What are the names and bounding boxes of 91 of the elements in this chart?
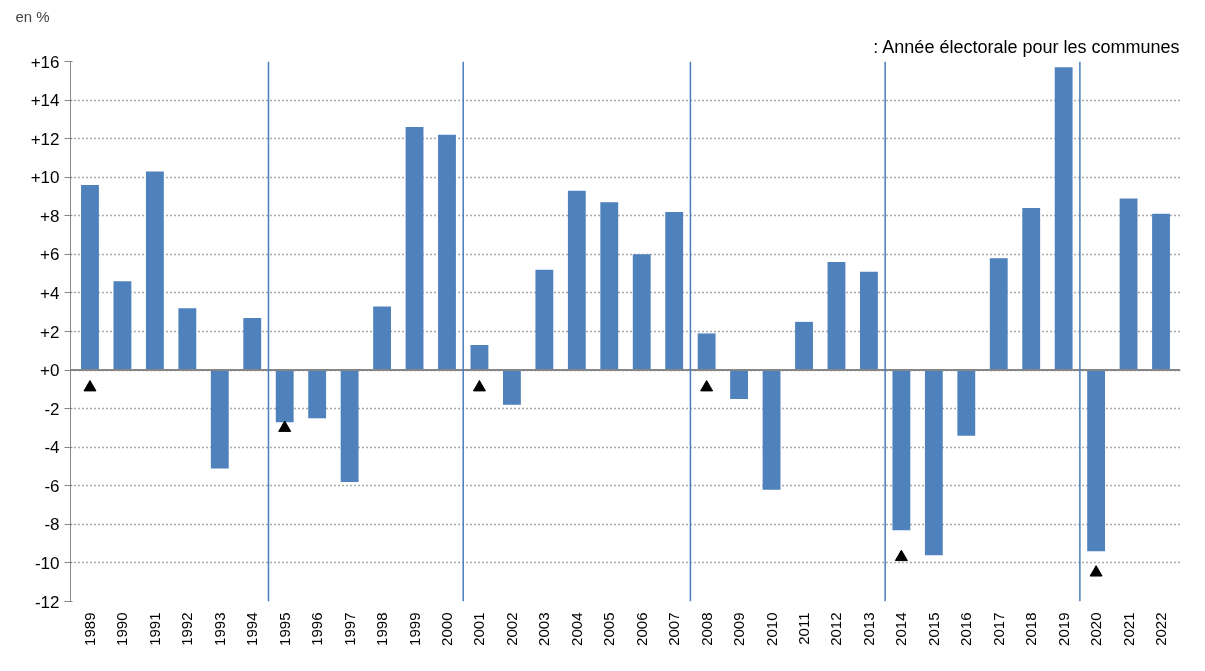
point [1089,565,1103,577]
x-tick-label: 2018 [1022,612,1040,646]
y-tick-label: +0 [40,361,60,381]
bar [632,254,651,371]
y-tick-label: +2 [40,322,60,342]
bar [730,370,749,399]
bar [243,318,262,371]
x-tick-label: 2008 [697,612,715,646]
bar [438,134,456,371]
bar [373,306,391,371]
x-tick-label: 2005 [600,612,618,646]
bar [827,262,846,371]
bar [178,308,197,371]
bar [957,370,976,436]
point [83,380,97,392]
x-tick-label: 2021 [1119,612,1137,646]
bar [924,370,943,556]
y-tick-label: +8 [40,206,60,226]
x-tick-label: 2022 [1152,612,1170,646]
x-tick-label: 1994 [243,612,261,646]
y-tick-label: +6 [40,245,60,265]
bar [405,127,424,371]
x-tick-label: 1995 [275,612,293,646]
x-tick-label: 1990 [113,612,131,646]
y-tick-label: +14 [30,91,60,111]
bar [145,171,164,371]
point [894,549,908,562]
point [700,380,714,392]
x-tick-label: 2003 [535,612,553,646]
x-tick-label: 2000 [437,612,455,646]
bar [210,370,229,469]
bar [535,269,554,371]
x-tick-label: 2011 [795,612,813,645]
bar [1087,370,1106,552]
bar [892,370,911,531]
y-tick-label: -10 [34,553,60,573]
y-tick-label: -4 [44,438,60,458]
x-tick-label: 2015 [924,612,942,646]
bar [340,370,359,482]
x-tick-label: 1999 [405,612,423,646]
bar [989,258,1008,371]
bar [697,333,716,371]
text: en % [15,7,50,25]
bar [762,370,781,490]
y-tick-label: -12 [34,592,60,612]
x-tick-label: 2007 [665,612,683,646]
x-tick-label: 1996 [308,612,326,646]
bar [470,345,489,371]
bar [1152,213,1170,371]
bar [81,184,99,371]
bar [600,202,619,371]
y-tick-label: -6 [44,476,60,496]
x-tick-label: 2020 [1087,612,1105,646]
y-tick-label: +12 [30,129,60,149]
bar [860,271,878,371]
x-tick-label: 2012 [827,612,845,646]
point [472,380,486,392]
bar [502,370,521,405]
x-tick-label: 2017 [989,612,1007,646]
x-tick-label: 1992 [178,612,196,646]
bar [1119,198,1138,371]
x-tick-label: 2019 [1054,612,1072,646]
x-tick-label: 1991 [145,612,163,646]
x-tick-label: 2004 [567,612,585,646]
text: : Année électorale pour les communes [873,36,1180,57]
x-tick-label: 1997 [340,612,358,646]
x-tick-label: 2016 [957,612,975,646]
x-tick-label: 2014 [892,612,910,646]
x-tick-label: 2001 [470,612,488,646]
bar [1022,208,1041,371]
bar [275,370,294,423]
y-tick-label: -8 [44,515,60,535]
y-tick-label: +10 [30,168,60,188]
x-tick-label: 2010 [762,612,780,646]
bar [308,370,327,419]
bar [665,211,684,371]
x-tick-label: 2013 [859,612,877,646]
y-tick-label: +4 [40,283,60,303]
y-tick-label: -2 [44,399,60,419]
x-tick-label: 2009 [730,612,748,646]
bar [795,321,813,371]
x-tick-label: 1993 [210,612,228,646]
bar [113,281,132,371]
x-tick-label: 2002 [502,612,520,646]
bar [1054,67,1073,371]
y-tick-label: +16 [30,52,60,72]
point [278,420,292,432]
x-tick-label: 2006 [632,612,650,646]
x-tick-label: 1989 [80,612,98,646]
x-tick-label: 1998 [373,612,391,646]
bar [567,190,586,371]
